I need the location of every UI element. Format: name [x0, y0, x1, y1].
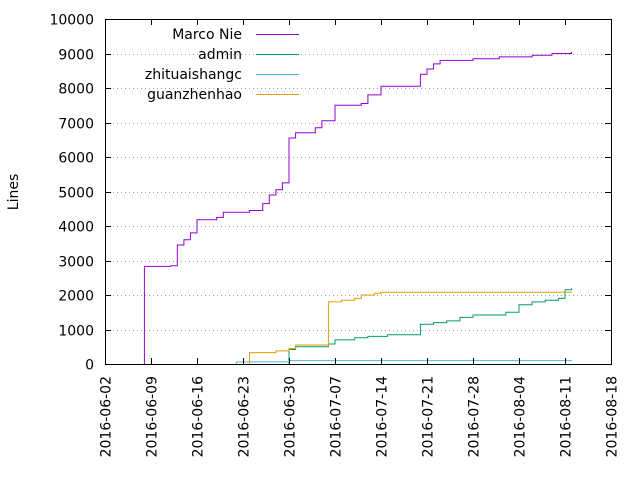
y-tick-label: 2000: [58, 289, 94, 305]
y-tick-label: 1000: [58, 324, 94, 340]
x-tick-label: 2016-06-30: [283, 376, 299, 457]
y-tick-label: 0: [85, 358, 94, 374]
x-tick-label: 2016-08-11: [559, 376, 575, 457]
y-tick-label: 7000: [58, 117, 94, 133]
legend: Marco Nie admin zhituaishangc guanzhenhao: [145, 27, 299, 103]
x-tick-label: 2016-06-23: [237, 376, 253, 457]
x-tick-label: 2016-06-02: [99, 376, 115, 457]
legend-label: admin: [198, 47, 242, 63]
y-tick-label: 6000: [58, 151, 94, 167]
legend-label: Marco Nie: [172, 27, 242, 43]
y-tick-label: 10000: [49, 13, 94, 29]
x-tick-label: 2016-06-09: [145, 376, 161, 457]
y-tick-label: 8000: [58, 82, 94, 98]
x-tick-label: 2016-07-14: [375, 376, 391, 457]
axis-ticks: 0 1000 2000 3000 4000 5000 6000 7000 8000 9000 100…: [49, 13, 620, 458]
y-tick-label: 9000: [58, 48, 94, 64]
series-line-admin: [288, 288, 573, 364]
x-tick-label: 2016-07-07: [329, 376, 345, 457]
x-tick-label: 2016-08-04: [513, 376, 529, 457]
y-tick-label: 5000: [58, 186, 94, 202]
legend-label: zhituaishangc: [145, 67, 242, 83]
y-tick-label: 3000: [58, 255, 94, 271]
series-line-marco-nie: [143, 51, 573, 364]
x-tick-label: 2016-08-18: [605, 376, 621, 457]
x-tick-label: 2016-06-16: [191, 376, 207, 457]
y-tick-label: 4000: [58, 220, 94, 236]
grid-lines: [105, 54, 611, 331]
x-tick-label: 2016-07-28: [467, 376, 483, 457]
y-axis-title: Lines: [6, 174, 22, 210]
series-line-zhituaishangc: [235, 360, 573, 364]
legend-label: guanzhenhao: [147, 87, 242, 103]
x-tick-label: 2016-07-21: [421, 376, 437, 457]
series-line-guanzhenhao: [249, 291, 573, 364]
